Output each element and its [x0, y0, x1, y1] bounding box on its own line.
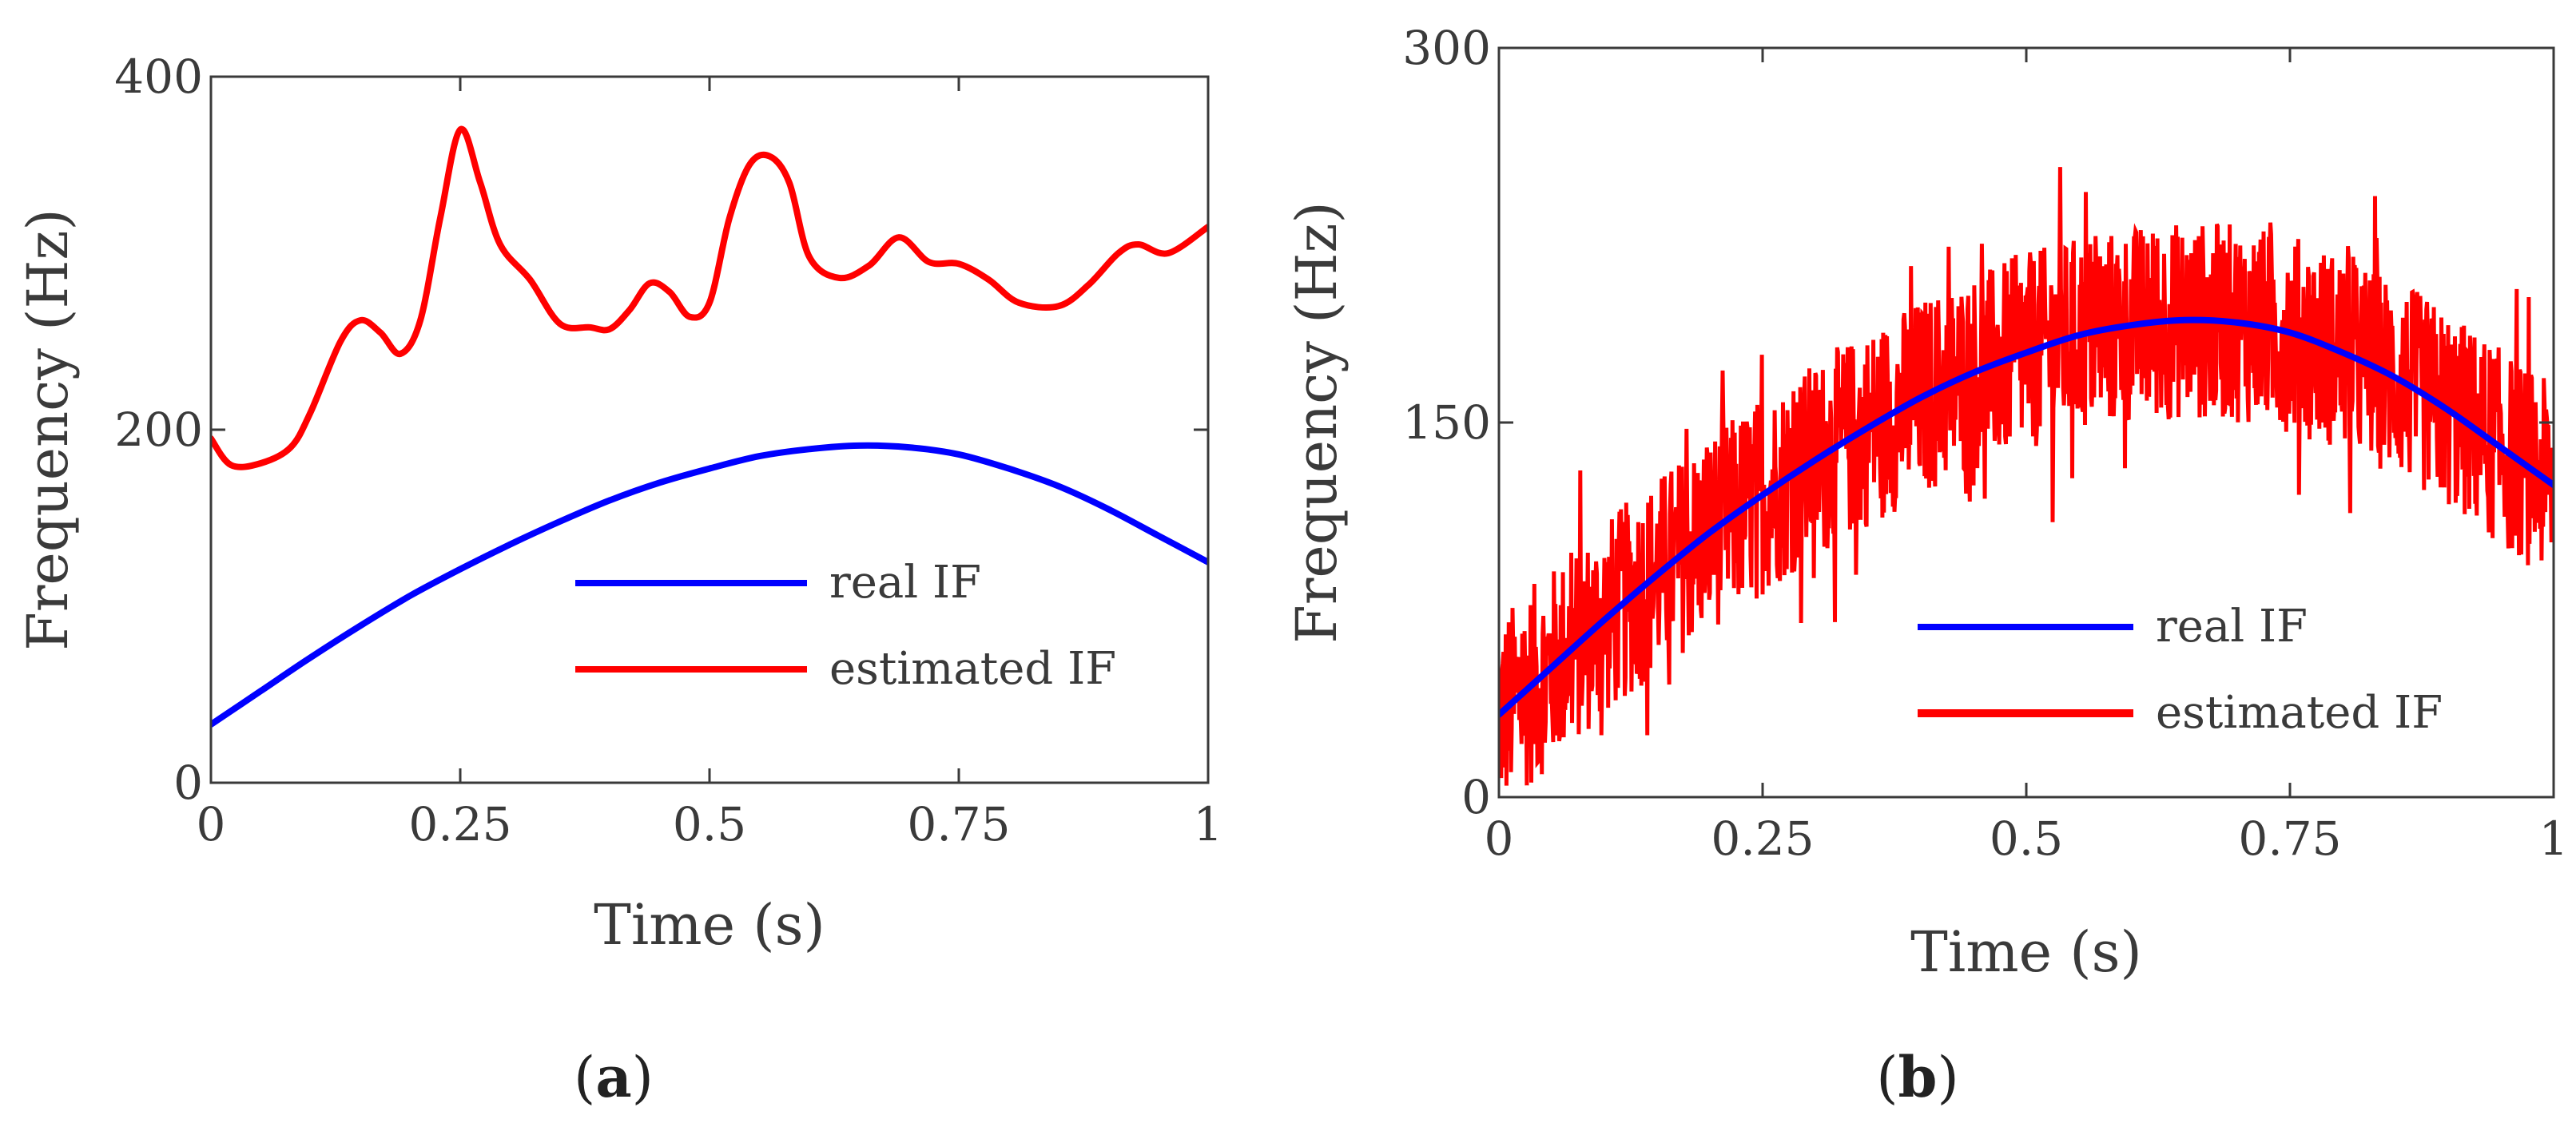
b-ticks	[1497, 46, 2555, 799]
b-series-estimated-if	[1499, 167, 2554, 786]
a-series-estimated-if	[211, 125, 1208, 470]
a-tick-labels: 0 0.25 0.5 0.75 1 0 200 400	[114, 50, 1222, 851]
a-xtick-label: 0.75	[907, 797, 1010, 851]
b-legend: real IF estimated IF	[1918, 601, 2443, 739]
b-xtick-label: 0	[1485, 811, 1514, 866]
a-x-axis-label: Time (s)	[594, 892, 825, 958]
a-legend: real IF estimated IF	[575, 557, 1116, 695]
a-xtick-label: 0	[197, 797, 226, 851]
b-plot-area	[1499, 167, 2554, 786]
b-xtick-label: 0.75	[2238, 811, 2341, 866]
a-xtick-label: 1	[1194, 797, 1223, 851]
a-xtick-label: 0.5	[673, 797, 746, 851]
a-legend-label-real: real IF	[829, 557, 981, 609]
b-tick-labels: 0 0.25 0.5 0.75 1 0 150 300	[1402, 21, 2568, 866]
a-caption: (a)	[574, 1044, 654, 1110]
b-legend-label-real: real IF	[2156, 601, 2308, 653]
a-xtick-label: 0.25	[408, 797, 511, 851]
panel-b: 0 0.25 0.5 0.75 1 0 150 300 Time (s) Frequency …	[1284, 21, 2568, 1110]
b-ytick-label: 0	[1461, 770, 1491, 824]
b-ytick-label: 150	[1402, 395, 1491, 450]
b-ytick-label: 300	[1402, 21, 1491, 75]
a-plot-area	[211, 125, 1208, 728]
b-legend-label-estimated: estimated IF	[2156, 687, 2443, 739]
a-ytick-label: 0	[173, 756, 203, 810]
b-xtick-label: 0.5	[1990, 811, 2063, 866]
b-x-axis-label: Time (s)	[1910, 919, 2142, 985]
b-caption: (b)	[1876, 1044, 1959, 1110]
a-ytick-label: 200	[114, 403, 203, 457]
a-legend-label-estimated: estimated IF	[829, 643, 1116, 695]
b-y-axis-label: Frequency (Hz)	[1284, 201, 1350, 643]
a-ticks	[209, 75, 1210, 784]
b-xtick-label: 1	[2539, 811, 2569, 866]
a-ytick-label: 400	[114, 50, 203, 104]
panel-a: 0 0.25 0.5 0.75 1 0 200 400 Time (s) Frequency …	[15, 50, 1222, 1110]
b-xtick-label: 0.25	[1711, 811, 1814, 866]
b-series-real-if	[1499, 316, 2554, 718]
a-y-axis-label: Frequency (Hz)	[15, 208, 81, 650]
a-series-real-if	[211, 442, 1208, 728]
